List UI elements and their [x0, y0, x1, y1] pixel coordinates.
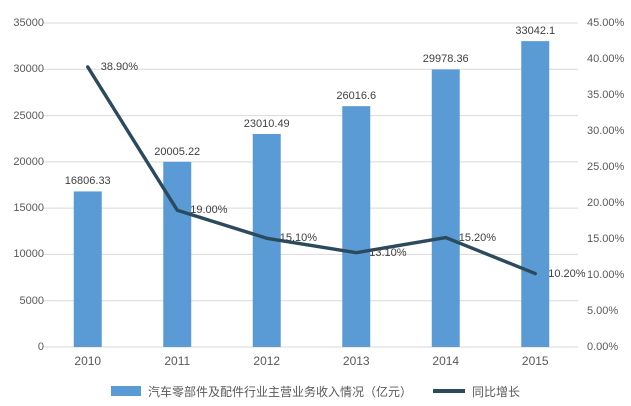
growth-series-label: 同比增长	[472, 384, 521, 399]
growth-series-swatch	[433, 389, 465, 393]
bar-2014	[431, 69, 460, 348]
revenue-series-swatch	[110, 386, 141, 396]
bar-2013	[342, 106, 371, 347]
bar-2011	[163, 161, 192, 347]
revenue-series-label: 汽车零部件及配件行业主营业务收入情况（亿元）	[147, 384, 412, 399]
bar-2010	[73, 191, 102, 347]
bar-2015	[521, 41, 550, 347]
chart-legend: 汽车零部件及配件行业主营业务收入情况（亿元） 同比增长	[0, 380, 631, 402]
growth-line	[86, 65, 537, 276]
